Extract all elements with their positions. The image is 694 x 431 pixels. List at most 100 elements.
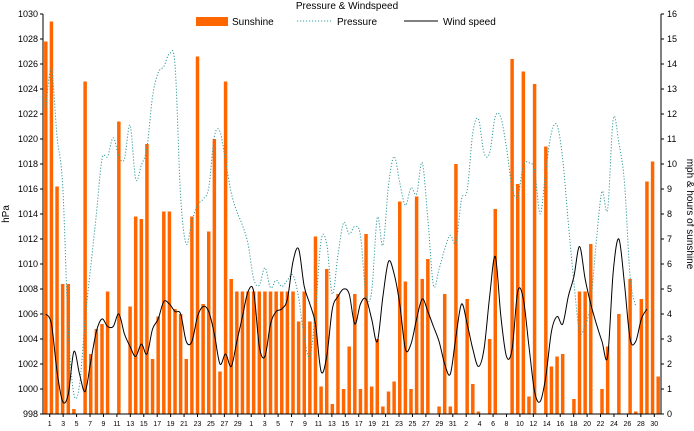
- x-tick-label: 2: [464, 421, 468, 428]
- y-tick-label-right: 14: [667, 59, 677, 69]
- x-tick-label: 11: [113, 421, 120, 428]
- x-tick-label: 7: [88, 421, 92, 428]
- x-tick-label: 25: [207, 421, 215, 428]
- sunshine-bar: [145, 144, 149, 414]
- x-tick-label: 12: [529, 421, 537, 428]
- sunshine-bar: [583, 291, 587, 414]
- sunshine-bar: [605, 346, 610, 414]
- sunshine-bar: [532, 84, 537, 414]
- y-tick-label-right: 12: [667, 109, 677, 119]
- sunshine-bar: [83, 81, 87, 414]
- sunshine-bar: [426, 259, 430, 414]
- x-tick-label: 27: [422, 421, 430, 428]
- x-tick-label: 19: [167, 421, 175, 428]
- y-tick-label-right: 11: [667, 134, 676, 144]
- x-tick-label: 25: [409, 421, 417, 428]
- sunshine-bar: [167, 211, 172, 414]
- y-tick-label-right: 16: [667, 9, 677, 19]
- x-tick-label: 19: [368, 421, 376, 428]
- y-tick-label-left: 1010: [18, 259, 38, 269]
- sunshine-bar: [94, 329, 99, 414]
- y-tick-label-left: 1006: [18, 309, 38, 319]
- sunshine-bar: [572, 399, 576, 414]
- legend-sunshine-swatch: [196, 17, 228, 26]
- x-tick-label: 8: [505, 421, 509, 428]
- x-tick-label: 23: [395, 421, 403, 428]
- y-tick-label-right: 4: [667, 309, 672, 319]
- sunshine-bar: [49, 21, 54, 414]
- y-tick-label-left: 1004: [18, 334, 38, 344]
- sunshine-bar: [223, 81, 228, 414]
- x-tick-label: 16: [556, 421, 564, 428]
- y-tick-label-right: 3: [667, 334, 672, 344]
- x-tick-label: 27: [220, 421, 228, 428]
- x-tick-label: 20: [583, 421, 591, 428]
- sunshine-bar: [235, 291, 239, 414]
- sunshine-bar: [510, 59, 514, 414]
- x-tick-label: 23: [194, 421, 202, 428]
- y-tick-label-right: 6: [667, 259, 672, 269]
- sunshine-bar: [628, 279, 632, 414]
- x-tick-label: 5: [276, 421, 280, 428]
- x-tick-label: 15: [140, 421, 148, 428]
- sunshine-bar: [549, 366, 554, 414]
- sunshine-bar: [442, 294, 447, 414]
- sunshine-bar: [555, 356, 559, 414]
- sunshine-bar: [178, 314, 183, 414]
- x-tick-label: 10: [516, 421, 524, 428]
- sunshine-bar: [229, 279, 233, 414]
- sunshine-bar: [296, 321, 301, 414]
- y-tick-label-left: 1026: [18, 59, 38, 69]
- sunshine-bar: [324, 269, 329, 414]
- y-tick-label-left: 1014: [18, 209, 38, 219]
- y-tick-label-right: 0: [667, 409, 672, 419]
- pressure-line: [45, 50, 637, 400]
- sunshine-bar: [364, 234, 368, 414]
- x-tick-label: 21: [180, 421, 188, 428]
- x-tick-label: 3: [263, 421, 267, 428]
- sunshine-bar: [650, 161, 655, 414]
- x-tick-label: 3: [61, 421, 65, 428]
- x-tick-label: 26: [624, 421, 632, 428]
- sunshine-bar: [589, 244, 593, 414]
- x-tick-label: 31: [449, 421, 457, 428]
- y-tick-label-left: 1030: [18, 9, 38, 19]
- x-tick-label: 24: [610, 421, 618, 428]
- y-tick-label-left: 1018: [18, 159, 38, 169]
- sunshine-bar: [195, 56, 200, 414]
- sunshine-bar: [420, 279, 424, 414]
- sunshine-bar: [105, 291, 110, 414]
- sunshine-bar: [201, 304, 205, 414]
- sunshine-bar: [398, 201, 402, 414]
- legend-sunshine-label: Sunshine: [232, 17, 274, 28]
- sunshine-bar: [493, 209, 497, 414]
- sunshine-bar: [100, 324, 104, 414]
- sunshine-bar: [246, 291, 250, 414]
- sunshine-bar: [55, 186, 59, 414]
- chart-title: Pressure & Windspeed: [296, 1, 398, 12]
- y-tick-label-left: 1028: [18, 34, 38, 44]
- sunshine-bar: [454, 164, 458, 414]
- sunshine-bar: [302, 291, 306, 414]
- legend: Sunshine Pressure Wind speed: [196, 17, 496, 28]
- sunshine-bar: [89, 354, 93, 414]
- sunshine-bar: [465, 299, 469, 414]
- sunshine-bar: [617, 314, 621, 414]
- sunshine-bar: [341, 389, 346, 414]
- sunshine-bar: [173, 309, 177, 414]
- y-tick-label-right: 8: [667, 209, 672, 219]
- y-tick-label-right: 2: [667, 359, 672, 369]
- x-tick-label: 29: [435, 421, 443, 428]
- y-tick-label-left: 1000: [18, 384, 38, 394]
- legend-pressure-label: Pressure: [337, 17, 377, 28]
- sunshine-bar: [133, 216, 138, 414]
- x-tick-label: 15: [341, 421, 349, 428]
- sunshine-bar: [251, 291, 256, 414]
- y-axis-label-left: hPa: [1, 205, 12, 223]
- sunshine-bar: [639, 299, 644, 414]
- sunshine-bar: [218, 371, 222, 414]
- wind-speed-line: [45, 238, 648, 404]
- y-tick-label-right: 13: [667, 84, 677, 94]
- sunshine-bar: [184, 359, 188, 414]
- sunshine-bar: [240, 291, 245, 414]
